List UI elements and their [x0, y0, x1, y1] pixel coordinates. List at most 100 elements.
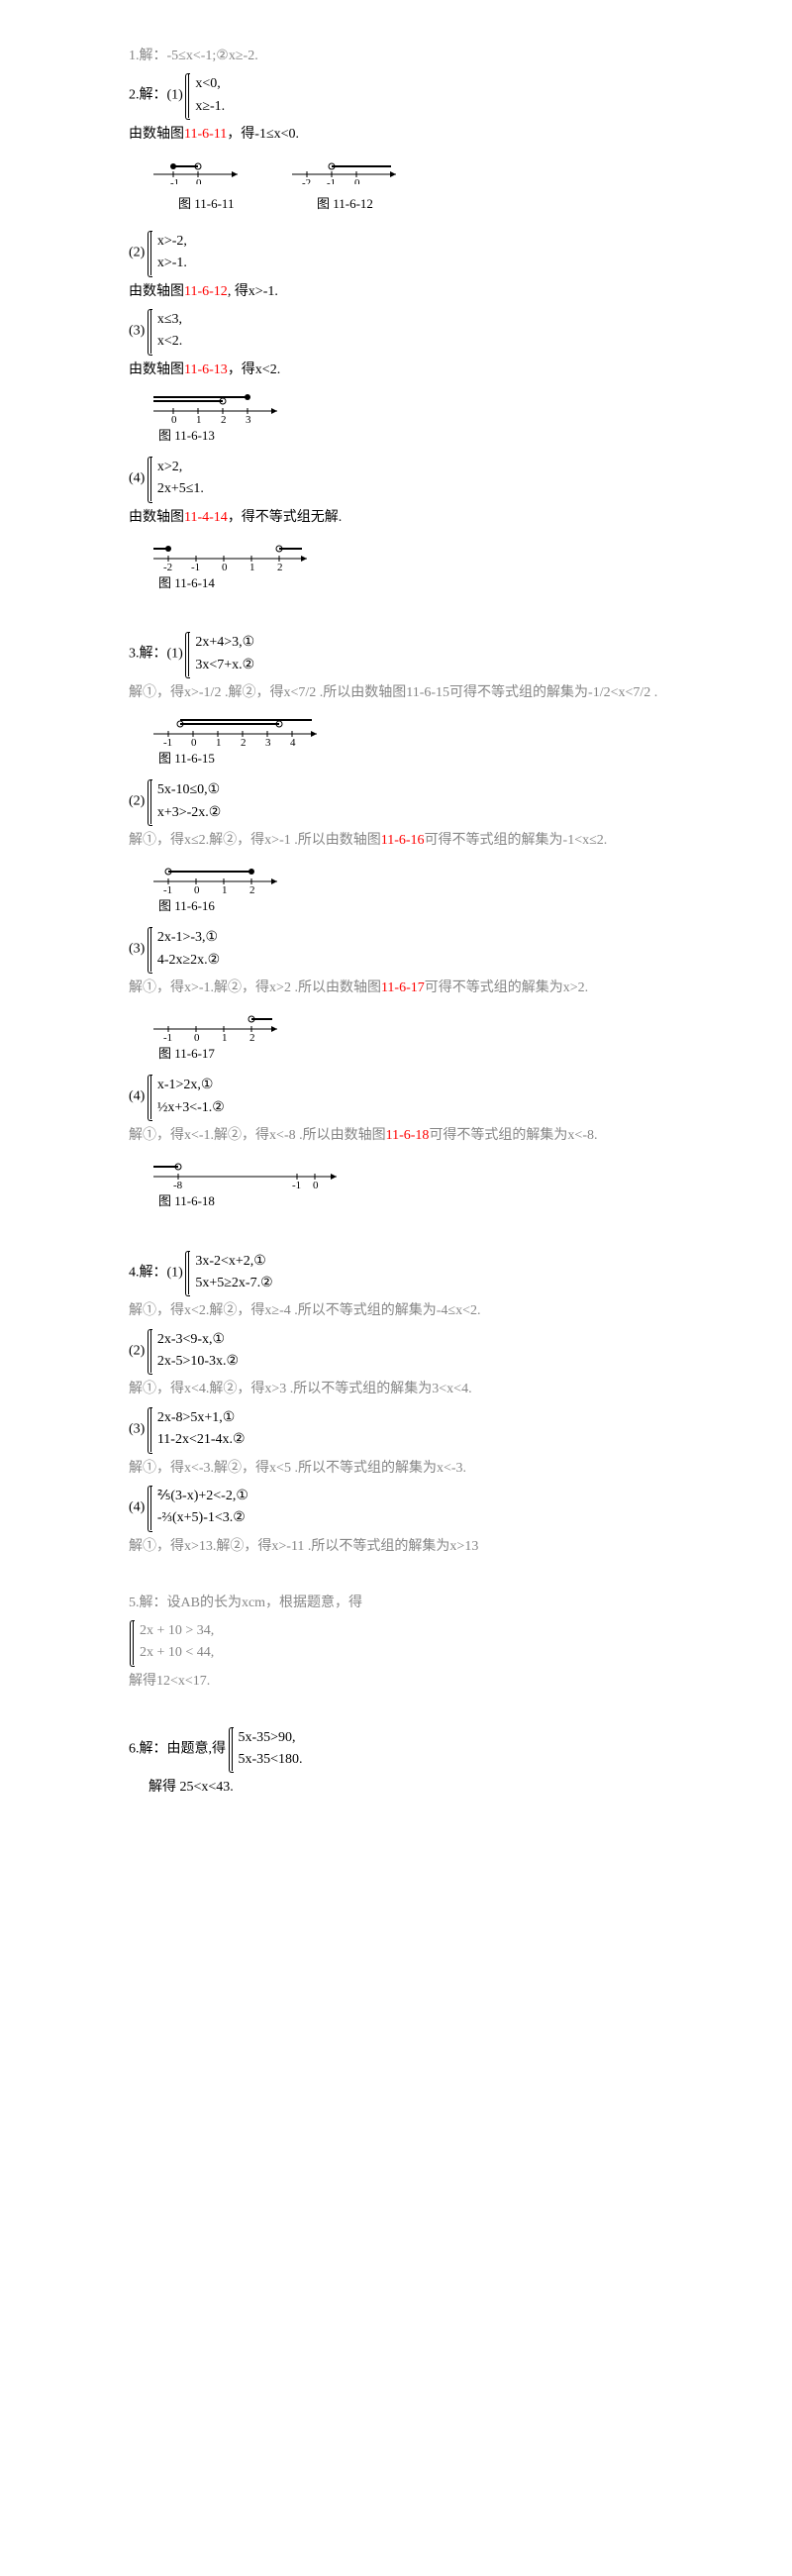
t: 解①，得x<-1.解②，得x<-8 .所以由数轴图 — [129, 1128, 386, 1143]
s: x>-1. — [157, 253, 187, 274]
svg-text:-2: -2 — [163, 562, 172, 571]
q6-part: 6.解：由题意,得 5x-35>90, 5x-35<180. — [129, 1727, 693, 1772]
s: x-1>2x,① — [157, 1075, 225, 1096]
s: 2x + 10 < 44, — [140, 1642, 214, 1664]
p: (3) — [129, 942, 145, 957]
t: 11-6-15 — [406, 685, 449, 700]
q4-text2: 解①，得x<4.解②，得x>3 .所以不等式组的解集为3<x<4. — [129, 1379, 693, 1400]
svg-text:1: 1 — [196, 414, 202, 424]
p: (2) — [129, 794, 145, 809]
p: (3) — [129, 324, 145, 339]
s: x>2, — [157, 457, 204, 478]
p: (3) — [129, 1421, 145, 1436]
s: ½x+3<-1.② — [157, 1097, 225, 1119]
s: 5x-35>90, — [239, 1727, 303, 1749]
s: 2x-1>-3,① — [157, 927, 220, 949]
svg-text:-1: -1 — [163, 1032, 172, 1042]
p: (2) — [129, 1343, 145, 1358]
q3-part4: (4) x-1>2x,① ½x+3<-1.② — [129, 1075, 693, 1119]
svg-text:0: 0 — [222, 562, 228, 571]
s: x≤3, — [157, 309, 182, 331]
numline-13: 0123 — [148, 389, 693, 424]
q2-prefix: 2.解：(1) — [129, 88, 183, 103]
svg-text:0: 0 — [354, 177, 360, 184]
q4-part1: 4.解：(1) 3x-2<x+2,① 5x+5≥2x-7.② — [129, 1251, 693, 1295]
q2-text2: 由数轴图11-6-12, 得x>-1. — [129, 281, 693, 303]
svg-text:3: 3 — [246, 414, 251, 424]
t: 解①，得x>-1.解②，得x>2 .所以由数轴图 — [129, 980, 381, 995]
q4-text4: 解①，得x>13.解②，得x>-11 .所以不等式组的解集为x>13 — [129, 1536, 693, 1558]
fig-11-label: 图 11-6-11 — [178, 194, 248, 215]
s: 2x+5≤1. — [157, 478, 204, 500]
q2-text3: 由数轴图11-6-13，得x<2. — [129, 360, 693, 381]
s: 5x+5≥2x-7.② — [195, 1273, 272, 1294]
svg-text:-8: -8 — [173, 1180, 183, 1189]
t: 11-6-11 — [184, 127, 227, 142]
svg-text:-1: -1 — [327, 177, 336, 184]
svg-text:-1: -1 — [292, 1180, 301, 1189]
p: (2) — [129, 245, 145, 259]
s: -⅔(x+5)-1<3.② — [157, 1507, 248, 1529]
q1-text: 1.解：-5≤x<-1;②x≥-2. — [129, 46, 693, 67]
p: 4.解：(1) — [129, 1265, 183, 1280]
p: 3.解：(1) — [129, 647, 183, 662]
numline-14: -2-1012 — [148, 537, 693, 571]
s: 11-2x<21-4x.② — [157, 1429, 246, 1451]
svg-text:4: 4 — [290, 737, 296, 747]
t: 由数轴图 — [129, 284, 184, 299]
svg-text:1: 1 — [249, 562, 255, 571]
t: 由数轴图 — [129, 362, 184, 377]
t: ，得不等式组无解. — [228, 510, 343, 525]
svg-text:2: 2 — [249, 1032, 255, 1042]
p: (4) — [129, 1089, 145, 1104]
numline-16: -1012 — [148, 860, 693, 894]
svg-text:3: 3 — [265, 737, 271, 747]
t: 解①，得x≤2.解②，得x>-1 .所以由数轴图 — [129, 833, 381, 848]
fig-13-label: 图 11-6-13 — [158, 426, 693, 447]
s: 2x+4>3,① — [195, 632, 254, 654]
svg-text:2: 2 — [221, 414, 227, 424]
t: 11-6-16 — [381, 833, 425, 848]
q3-text4: 解①，得x<-1.解②，得x<-8 .所以由数轴图11-6-18可得不等式组的解… — [129, 1125, 693, 1147]
s: 2x + 10 > 34, — [140, 1620, 214, 1642]
svg-text:2: 2 — [241, 737, 247, 747]
t: 11-6-12 — [184, 284, 228, 299]
q4-part4: (4) ⅖(3-x)+2<-2,① -⅔(x+5)-1<3.② — [129, 1486, 693, 1530]
s: ⅖(3-x)+2<-2,① — [157, 1486, 248, 1507]
svg-text:0: 0 — [191, 737, 197, 747]
fig-17-label: 图 11-6-17 — [158, 1044, 693, 1065]
svg-text:-1: -1 — [170, 177, 179, 184]
q4-text1: 解①，得x<2.解②，得x≥-4 .所以不等式组的解集为-4≤x<2. — [129, 1300, 693, 1322]
q3-part2: (2) 5x-10≤0,① x+3>-2x.② — [129, 779, 693, 824]
t: 11-6-13 — [184, 362, 228, 377]
s: x>-2, — [157, 231, 187, 253]
q2-part3: (3) x≤3, x<2. — [129, 309, 693, 354]
q6-text1: 解得 25<x<43. — [148, 1777, 693, 1799]
svg-text:0: 0 — [313, 1180, 319, 1189]
t: 解①，得x>-1/2 .解②，得x<7/2 .所以由数轴图 — [129, 685, 406, 700]
numline-18: -8 -1 0 — [148, 1155, 693, 1189]
q3-text2: 解①，得x≤2.解②，得x>-1 .所以由数轴图11-6-16可得不等式组的解集… — [129, 830, 693, 852]
svg-text:0: 0 — [194, 884, 200, 894]
svg-text:-2: -2 — [302, 177, 311, 184]
q2-s1b: x≥-1. — [195, 96, 225, 118]
s: 3x-2<x+2,① — [195, 1251, 272, 1273]
t: 11-6-17 — [381, 980, 425, 995]
q4-text3: 解①，得x<-3.解②，得x<5 .所以不等式组的解集为x<-3. — [129, 1458, 693, 1480]
fig-18-label: 图 11-6-18 — [158, 1191, 693, 1212]
q2-part4: (4) x>2, 2x+5≤1. — [129, 457, 693, 501]
t: 可得不等式组的解集为-1/2<x<7/2 . — [449, 685, 657, 700]
s: 3x<7+x.② — [195, 655, 254, 676]
svg-text:-1: -1 — [163, 737, 172, 747]
t: 由数轴图 — [129, 127, 184, 142]
svg-text:-1: -1 — [163, 884, 172, 894]
q2-text4: 由数轴图11-4-14，得不等式组无解. — [129, 507, 693, 529]
q5-text1: 5.解：设AB的长为xcm，根据题意，得 — [129, 1593, 693, 1614]
fig-15-label: 图 11-6-15 — [158, 749, 693, 770]
s: x+3>-2x.② — [157, 802, 222, 824]
fig-14-label: 图 11-6-14 — [158, 573, 693, 594]
p: (4) — [129, 1500, 145, 1515]
q3-text3: 解①，得x>-1.解②，得x>2 .所以由数轴图11-6-17可得不等式组的解集… — [129, 978, 693, 999]
q3-part3: (3) 2x-1>-3,① 4-2x≥2x.② — [129, 927, 693, 972]
q3-part1: 3.解：(1) 2x+4>3,① 3x<7+x.② — [129, 632, 693, 676]
